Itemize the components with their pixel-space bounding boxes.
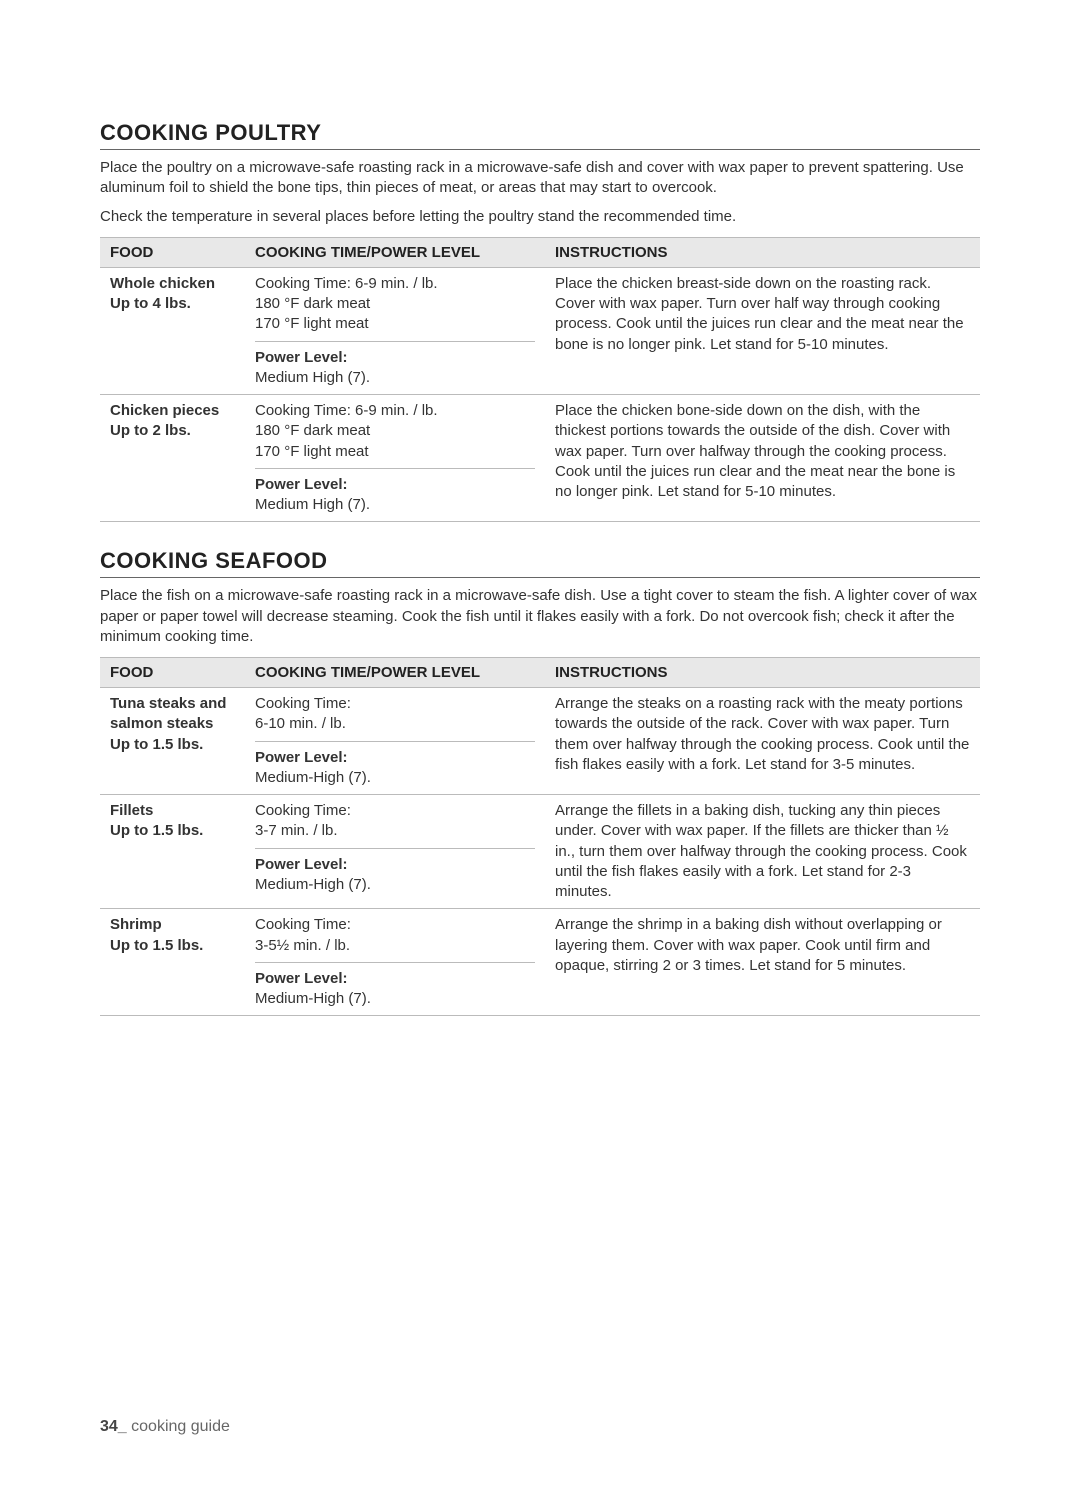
power-level-block: Power Level: Medium-High (7). [255, 969, 535, 1010]
page-footer: 34_ cooking guide [100, 1418, 230, 1436]
intro-text: Check the temperature in several places … [100, 207, 980, 227]
power-level-label: Power Level: [255, 856, 348, 873]
col-food: FOOD [100, 658, 245, 688]
ctpl-cell: Cooking Time: 6-9 min. / lb.180 °F dark … [245, 267, 545, 394]
col-instructions: INSTRUCTIONS [545, 658, 980, 688]
power-level-block: Power Level: Medium-High (7). [255, 748, 535, 789]
food-line: salmon steaks [110, 714, 235, 734]
cooking-time-block: Cooking Time: 6-9 min. / lb.180 °F dark … [255, 274, 535, 342]
food-cell: Shrimp Up to 1.5 lbs. [100, 909, 245, 1016]
footer-label: cooking guide [131, 1418, 230, 1435]
section-heading-poultry: COOKING POULTRY [100, 120, 980, 150]
ctpl-cell: Cooking Time:3-5½ min. / lb. Power Level… [245, 909, 545, 1016]
col-food: FOOD [100, 237, 245, 267]
food-line: Up to 1.5 lbs. [110, 735, 235, 755]
seafood-table: FOOD COOKING TIME/POWER LEVEL INSTRUCTIO… [100, 657, 980, 1016]
power-level-block: Power Level: Medium High (7). [255, 475, 535, 516]
food-line: Fillets [110, 801, 235, 821]
power-level-block: Power Level: Medium High (7). [255, 348, 535, 389]
instructions-cell: Arrange the shrimp in a baking dish with… [545, 909, 980, 1016]
section-heading-seafood: COOKING SEAFOOD [100, 548, 980, 578]
manual-page: COOKING POULTRY Place the poultry on a m… [0, 0, 1080, 1496]
food-line: Whole chicken [110, 274, 235, 294]
food-cell: Fillets Up to 1.5 lbs. [100, 795, 245, 909]
instructions-cell: Place the chicken breast-side down on th… [545, 267, 980, 394]
instructions-cell: Place the chicken bone-side down on the … [545, 395, 980, 522]
ctpl-cell: Cooking Time:6-10 min. / lb. Power Level… [245, 688, 545, 795]
table-row: Fillets Up to 1.5 lbs. Cooking Time:3-7 … [100, 795, 980, 909]
intro-text: Place the poultry on a microwave-safe ro… [100, 158, 980, 199]
power-level-label: Power Level: [255, 349, 348, 366]
instructions-cell: Arrange the fillets in a baking dish, tu… [545, 795, 980, 909]
col-ctpl: COOKING TIME/POWER LEVEL [245, 237, 545, 267]
table-row: Whole chicken Up to 4 lbs. Cooking Time:… [100, 267, 980, 394]
food-line: Up to 1.5 lbs. [110, 936, 235, 956]
food-line: Tuna steaks and [110, 694, 235, 714]
power-level-block: Power Level: Medium-High (7). [255, 855, 535, 896]
power-level-value: Medium High (7). [255, 369, 370, 386]
power-level-value: Medium-High (7). [255, 876, 371, 893]
food-line: Chicken pieces [110, 401, 235, 421]
food-cell: Whole chicken Up to 4 lbs. [100, 267, 245, 394]
col-ctpl: COOKING TIME/POWER LEVEL [245, 658, 545, 688]
table-row: Tuna steaks and salmon steaks Up to 1.5 … [100, 688, 980, 795]
intro-text: Place the fish on a microwave-safe roast… [100, 586, 980, 647]
power-level-label: Power Level: [255, 749, 348, 766]
cooking-time-block: Cooking Time: 6-9 min. / lb.180 °F dark … [255, 401, 535, 469]
cooking-time-block: Cooking Time:6-10 min. / lb. [255, 694, 535, 742]
food-cell: Tuna steaks and salmon steaks Up to 1.5 … [100, 688, 245, 795]
power-level-label: Power Level: [255, 970, 348, 987]
col-instructions: INSTRUCTIONS [545, 237, 980, 267]
power-level-value: Medium High (7). [255, 496, 370, 513]
ctpl-cell: Cooking Time:3-7 min. / lb. Power Level:… [245, 795, 545, 909]
instructions-cell: Arrange the steaks on a roasting rack wi… [545, 688, 980, 795]
power-level-label: Power Level: [255, 476, 348, 493]
food-line: Up to 2 lbs. [110, 421, 235, 441]
table-row: Chicken pieces Up to 2 lbs. Cooking Time… [100, 395, 980, 522]
power-level-value: Medium-High (7). [255, 990, 371, 1007]
table-row: Shrimp Up to 1.5 lbs. Cooking Time:3-5½ … [100, 909, 980, 1016]
cooking-time-block: Cooking Time:3-7 min. / lb. [255, 801, 535, 849]
power-level-value: Medium-High (7). [255, 769, 371, 786]
poultry-table: FOOD COOKING TIME/POWER LEVEL INSTRUCTIO… [100, 237, 980, 523]
ctpl-cell: Cooking Time: 6-9 min. / lb.180 °F dark … [245, 395, 545, 522]
food-line: Up to 1.5 lbs. [110, 821, 235, 841]
cooking-time-block: Cooking Time:3-5½ min. / lb. [255, 915, 535, 963]
food-line: Up to 4 lbs. [110, 294, 235, 314]
page-number: 34_ [100, 1418, 127, 1435]
food-cell: Chicken pieces Up to 2 lbs. [100, 395, 245, 522]
food-line: Shrimp [110, 915, 235, 935]
